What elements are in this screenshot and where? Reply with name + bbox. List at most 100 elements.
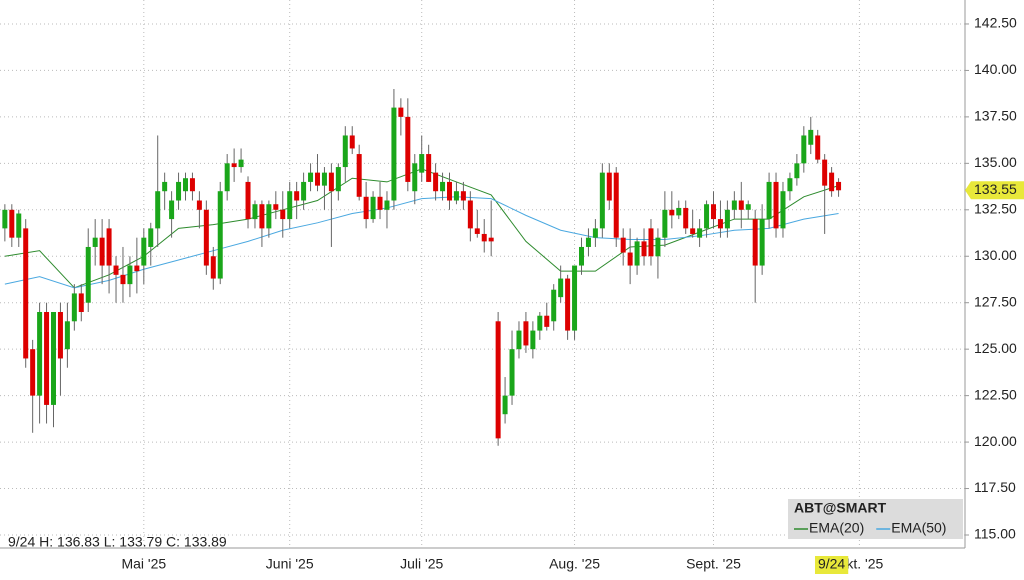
candle-body	[266, 204, 272, 229]
candle-body	[453, 191, 459, 201]
candle-body	[217, 191, 223, 279]
candle-body	[37, 312, 43, 396]
candle-body	[148, 228, 154, 247]
candle-body	[613, 172, 619, 238]
last-price-label: 133.55	[974, 181, 1017, 197]
candle-body	[537, 315, 543, 331]
candle-body	[460, 191, 466, 201]
candle-body	[544, 315, 550, 327]
candle-body	[683, 207, 689, 229]
candle-body	[342, 135, 348, 168]
candle-body	[308, 172, 314, 182]
x-tick-label: Aug. '25	[549, 556, 600, 572]
legend-label: EMA(20)	[809, 520, 864, 536]
y-tick-label: 142.50	[974, 15, 1017, 31]
candle-body	[134, 265, 140, 272]
candle-body	[252, 204, 258, 220]
candle-body	[481, 233, 487, 242]
candle-body	[836, 181, 842, 191]
candle-body	[662, 209, 668, 238]
candle-body	[822, 159, 828, 186]
candle-body	[780, 191, 786, 229]
candle-body	[169, 200, 175, 220]
candle-body	[565, 278, 571, 331]
candle-body	[287, 191, 293, 220]
candle-body	[182, 178, 188, 192]
candle-body	[773, 181, 779, 229]
candle-body	[50, 312, 56, 405]
candle-body	[238, 159, 244, 168]
x-tick-label: Juni '25	[266, 556, 314, 572]
candle-body	[16, 213, 22, 238]
candle-body	[474, 228, 480, 234]
candle-body	[704, 204, 710, 229]
candle-body	[57, 312, 63, 359]
candle-body	[328, 172, 334, 192]
crosshair-date-bg	[814, 556, 849, 574]
candle-body	[523, 321, 529, 346]
candle-body	[509, 349, 515, 396]
candle-body	[127, 265, 133, 285]
candle-body	[314, 172, 320, 186]
candle-body	[745, 204, 751, 210]
candle-body	[502, 395, 508, 415]
candle-body	[627, 252, 633, 266]
candle-body	[231, 163, 237, 168]
y-tick-label: 127.50	[974, 293, 1017, 309]
y-tick-label: 132.50	[974, 201, 1017, 217]
candle-body	[349, 135, 355, 149]
plot-area	[0, 0, 965, 548]
y-tick-label: 115.00	[974, 526, 1016, 542]
candle-body	[724, 209, 730, 229]
y-tick-label: 130.00	[974, 247, 1017, 263]
candle-body	[440, 181, 446, 192]
candle-body	[99, 237, 105, 266]
y-tick-label: 122.50	[974, 386, 1017, 402]
candle-body	[669, 209, 675, 216]
candle-body	[259, 204, 265, 229]
candle-body	[794, 163, 800, 179]
y-tick-label: 137.50	[974, 108, 1017, 124]
candle-body	[419, 154, 425, 173]
candle-body	[370, 196, 376, 220]
candle-body	[106, 228, 112, 266]
candle-body	[433, 172, 439, 192]
candle-body	[391, 107, 397, 201]
candle-body	[23, 228, 29, 359]
candle-body	[85, 246, 91, 303]
candle-body	[224, 163, 230, 192]
candle-body	[273, 204, 279, 210]
candle-body	[488, 237, 494, 242]
candle-body	[697, 228, 703, 238]
candle-body	[2, 209, 8, 229]
candle-body	[280, 209, 286, 220]
candle-body	[189, 178, 195, 192]
candle-body	[426, 154, 432, 182]
candle-body	[71, 293, 77, 322]
candle-body	[530, 330, 536, 350]
candle-body	[363, 196, 369, 220]
candle-body	[787, 178, 793, 192]
candle-body	[113, 265, 119, 275]
y-tick-label: 135.00	[974, 154, 1017, 170]
candle-body	[815, 135, 821, 160]
candle-body	[9, 209, 15, 238]
candle-body	[620, 237, 626, 253]
candle-body	[592, 228, 598, 238]
candle-body	[551, 289, 557, 322]
candle-body	[196, 200, 202, 210]
candle-body	[599, 172, 605, 229]
candle-body	[44, 312, 50, 405]
candle-body	[412, 163, 418, 192]
candle-body	[245, 181, 251, 220]
y-tick-label: 140.00	[974, 61, 1017, 77]
candle-body	[335, 167, 341, 192]
candle-body	[398, 107, 404, 117]
x-tick-label: Sept. '25	[686, 556, 741, 572]
candle-body	[752, 219, 758, 266]
candle-body	[655, 237, 661, 257]
y-tick-label: 125.00	[974, 340, 1017, 356]
candle-body	[731, 200, 737, 210]
